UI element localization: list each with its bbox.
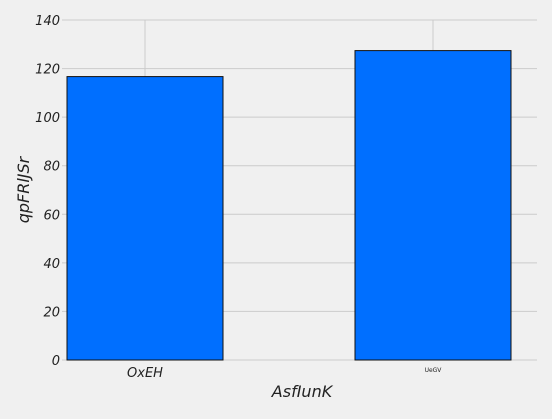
y-tick-label: 120: [35, 63, 60, 78]
y-tick-labels: 0 20 40 60 80 100 120 140: [35, 14, 60, 369]
x-tick-label: UeGV: [425, 367, 443, 374]
bars: [66, 50, 512, 361]
y-tick-label: 20: [43, 305, 60, 320]
x-tick-label: OxEH: [127, 366, 163, 381]
y-tick-label: 0: [52, 354, 60, 369]
y-tick-label: 80: [43, 160, 60, 175]
bar-oxeh: [66, 76, 224, 361]
x-tick-labels: OxEH UeGV: [127, 366, 442, 381]
y-axis-title: qpFRlJSr: [14, 155, 33, 223]
y-tick-label: 140: [35, 14, 60, 29]
y-tick-label: 100: [35, 111, 60, 126]
y-tick-label: 40: [43, 257, 60, 272]
bar-uegv: [354, 50, 512, 361]
y-tick-label: 60: [43, 208, 60, 223]
x-axis-title: AsfIunK: [271, 382, 334, 401]
